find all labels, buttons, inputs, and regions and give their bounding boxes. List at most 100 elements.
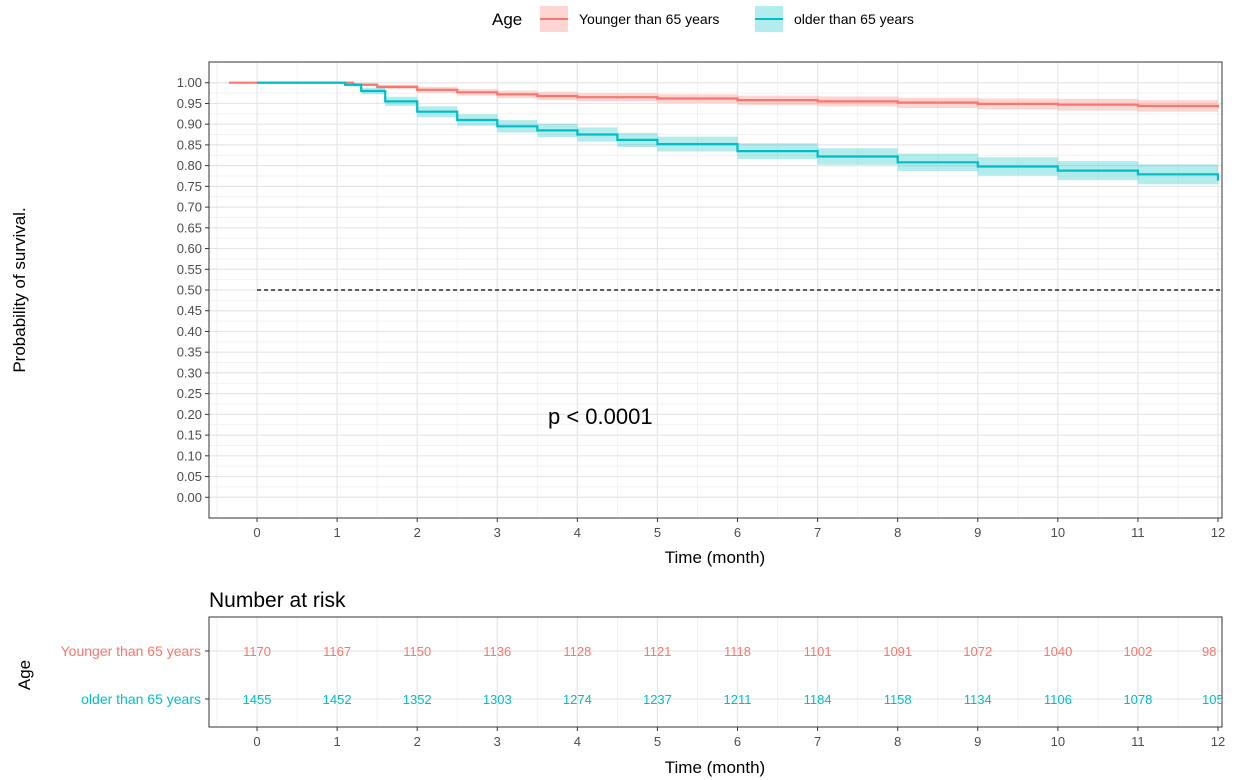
risk-x-tick-label: 11 bbox=[1131, 734, 1145, 749]
risk-value-older: 1158 bbox=[884, 692, 912, 707]
y-tick-label: 0.20 bbox=[177, 407, 202, 422]
y-axis-title: Probability of survival. bbox=[10, 207, 29, 372]
y-tick-label: 0.65 bbox=[177, 220, 202, 235]
risk-x-tick-label: 5 bbox=[654, 734, 661, 749]
y-tick-label: 0.30 bbox=[177, 365, 202, 380]
y-tick-label: 0.45 bbox=[177, 303, 202, 318]
risk-x-tick-label: 12 bbox=[1211, 734, 1225, 749]
risk-value-older: 1452 bbox=[323, 692, 352, 707]
risk-x-tick-label: 1 bbox=[334, 734, 341, 749]
risk-value-older: 1352 bbox=[403, 692, 432, 707]
y-tick-label: 0.55 bbox=[177, 262, 202, 277]
risk-value-older: 1303 bbox=[483, 692, 512, 707]
risk-x-axis-ticks: 0 1 2 3 4 5 6 7 8 9 10 11 12 bbox=[253, 727, 1225, 749]
survival-curve-older bbox=[257, 81, 1220, 181]
y-tick-label: 0.40 bbox=[177, 324, 202, 339]
y-tick-label: 0.10 bbox=[177, 448, 202, 463]
y-tick-label: 0.60 bbox=[177, 241, 202, 256]
y-tick-label: 0.75 bbox=[177, 179, 202, 194]
risk-value-younger: 1121 bbox=[643, 644, 671, 659]
x-tick-label: 4 bbox=[574, 525, 581, 540]
x-tick-label: 3 bbox=[494, 525, 501, 540]
x-tick-label: 2 bbox=[414, 525, 421, 540]
x-tick-label: 10 bbox=[1051, 525, 1065, 540]
y-tick-label: 0.15 bbox=[177, 428, 202, 443]
risk-x-tick-label: 4 bbox=[574, 734, 581, 749]
legend-title: Age bbox=[492, 10, 522, 29]
risk-value-older: 1237 bbox=[643, 692, 672, 707]
risk-x-tick-label: 8 bbox=[894, 734, 901, 749]
risk-value-younger: 1136 bbox=[483, 644, 511, 659]
x-tick-label: 0 bbox=[253, 525, 260, 540]
y-tick-label: 0.85 bbox=[177, 137, 202, 152]
x-tick-label: 12 bbox=[1211, 525, 1225, 540]
risk-x-tick-label: 9 bbox=[974, 734, 981, 749]
risk-x-tick-label: 2 bbox=[414, 734, 421, 749]
survival-plot: 0.00 0.05 0.10 0.15 0.20 0.25 0.30 0.35 0.40 0.45… bbox=[10, 61, 1225, 567]
y-axis-ticks: 0.00 0.05 0.10 0.15 0.20 0.25 0.30 0.35 0.40 0.45… bbox=[177, 75, 209, 505]
risk-x-tick-label: 10 bbox=[1051, 734, 1065, 749]
risk-table-title: Number at risk bbox=[209, 589, 346, 612]
risk-value-younger: 1072 bbox=[963, 644, 992, 659]
y-tick-label: 0.80 bbox=[177, 158, 202, 173]
risk-x-tick-label: 6 bbox=[734, 734, 741, 749]
risk-value-younger: 1002 bbox=[1123, 644, 1152, 659]
risk-y-axis-title: Age bbox=[15, 660, 34, 690]
y-tick-label: 0.50 bbox=[177, 283, 202, 298]
risk-table-grid bbox=[209, 617, 1222, 727]
x-tick-label: 8 bbox=[894, 525, 901, 540]
legend: Age Younger than 65 years older than 65 … bbox=[492, 6, 914, 32]
y-tick-label: 0.25 bbox=[177, 386, 202, 401]
risk-table: Number at risk Younger than 65 years olde… bbox=[15, 589, 1225, 777]
risk-background bbox=[209, 617, 1222, 727]
risk-value-older: 1211 bbox=[724, 692, 752, 707]
risk-values: 1170 1167 1150 1136 1128 1121 1118 1101 1091 1072… bbox=[243, 644, 1224, 707]
x-axis-ticks: 0 1 2 3 4 5 6 7 8 9 10 11 12 bbox=[253, 518, 1225, 540]
legend-label-older: older than 65 years bbox=[794, 11, 914, 27]
risk-table-frame bbox=[208, 616, 1223, 728]
survival-curves bbox=[229, 81, 1220, 181]
x-tick-label: 9 bbox=[974, 525, 981, 540]
risk-value-younger: 98 bbox=[1202, 644, 1216, 659]
plot-grid bbox=[209, 62, 1222, 518]
risk-x-tick-label: 7 bbox=[814, 734, 821, 749]
risk-value-older: 1274 bbox=[563, 692, 592, 707]
x-axis-title: Time (month) bbox=[665, 548, 765, 567]
risk-x-axis-title: Time (month) bbox=[665, 758, 765, 777]
x-tick-label: 6 bbox=[734, 525, 741, 540]
risk-row-label-younger: Younger than 65 years bbox=[61, 643, 201, 659]
x-tick-label: 5 bbox=[654, 525, 661, 540]
risk-value-younger: 1091 bbox=[883, 644, 912, 659]
risk-value-younger: 1128 bbox=[563, 644, 591, 659]
risk-value-older: 1184 bbox=[804, 692, 832, 707]
y-tick-label: 0.00 bbox=[177, 490, 202, 505]
x-tick-label: 11 bbox=[1131, 525, 1145, 540]
y-tick-label: 1.00 bbox=[177, 75, 202, 90]
risk-value-younger: 1170 bbox=[243, 644, 271, 659]
risk-value-older: 1106 bbox=[1044, 692, 1072, 707]
risk-value-younger: 1101 bbox=[804, 644, 832, 659]
survival-curve-younger bbox=[229, 81, 1220, 108]
legend-label-younger: Younger than 65 years bbox=[579, 11, 719, 27]
x-tick-label: 1 bbox=[334, 525, 341, 540]
risk-border bbox=[208, 616, 1223, 728]
y-tick-label: 0.95 bbox=[177, 96, 202, 111]
risk-row-label-older: older than 65 years bbox=[81, 691, 201, 707]
risk-value-younger: 1150 bbox=[403, 644, 431, 659]
risk-x-tick-label: 0 bbox=[253, 734, 260, 749]
y-tick-label: 0.35 bbox=[177, 345, 202, 360]
y-tick-label: 0.70 bbox=[177, 200, 202, 215]
risk-value-older: 1134 bbox=[964, 692, 992, 707]
risk-value-younger: 1167 bbox=[323, 644, 351, 659]
x-tick-label: 7 bbox=[814, 525, 821, 540]
risk-value-older: 1455 bbox=[243, 692, 272, 707]
y-tick-label: 0.05 bbox=[177, 469, 202, 484]
risk-value-older: 105 bbox=[1202, 692, 1224, 707]
p-value-label: p < 0.0001 bbox=[548, 404, 653, 429]
risk-x-tick-label: 3 bbox=[494, 734, 501, 749]
risk-value-older: 1078 bbox=[1123, 692, 1152, 707]
y-tick-label: 0.90 bbox=[177, 117, 202, 132]
risk-value-younger: 1040 bbox=[1043, 644, 1072, 659]
risk-value-younger: 1118 bbox=[724, 644, 751, 659]
